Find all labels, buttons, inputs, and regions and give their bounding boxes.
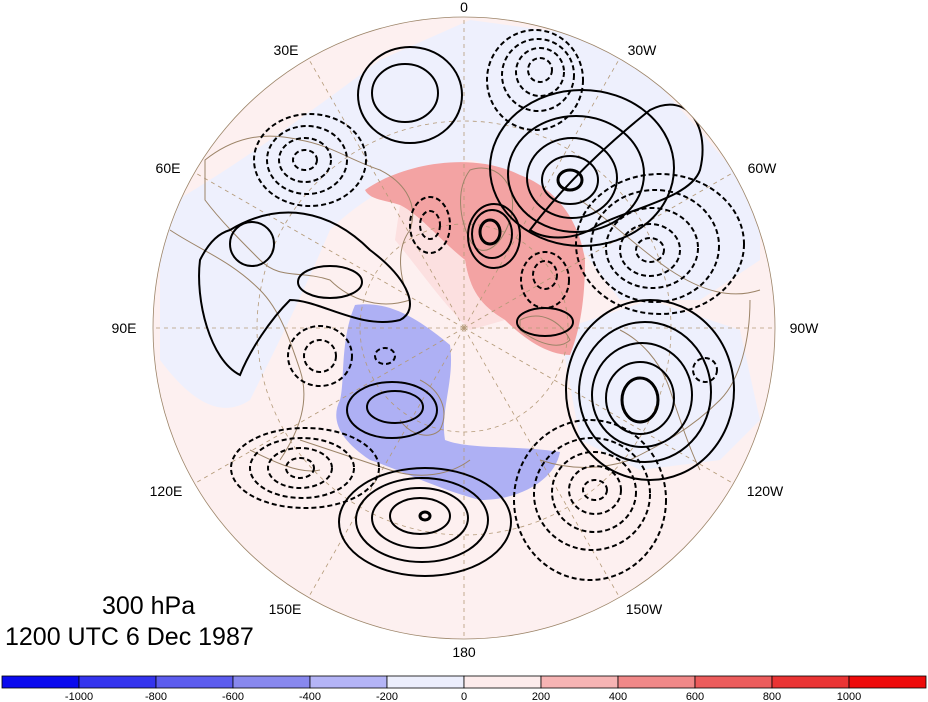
lon-label-150w: 150W	[626, 601, 663, 617]
lon-label-0: 0	[460, 0, 468, 15]
shading-pink-ring	[395, 205, 505, 330]
colorbar-tick-label: 1000	[837, 691, 861, 702]
lon-label-90w: 90W	[790, 320, 820, 336]
lon-label-150e: 150E	[269, 601, 302, 617]
colorbar-swatch	[386, 675, 465, 689]
colorbar-tick-label: -1000	[65, 691, 93, 702]
colorbar-swatch	[771, 675, 850, 689]
colorbar-swatch	[155, 675, 234, 689]
colorbar-swatch	[1, 675, 80, 689]
colorbar-swatch	[463, 675, 542, 689]
shading-blue-west	[160, 20, 760, 408]
shading-blue-core	[336, 304, 560, 500]
contours	[198, 29, 745, 581]
lon-label-90e: 90E	[112, 320, 137, 336]
colorbar-tick-label: -200	[376, 691, 398, 702]
lon-label-30e: 30E	[274, 42, 299, 58]
lon-label-120e: 120E	[150, 483, 183, 499]
colorbar-swatch	[309, 675, 388, 689]
valid-time-label: 1200 UTC 6 Dec 1987	[5, 623, 254, 651]
shading-blue-east	[560, 300, 760, 470]
colorbar-swatch	[694, 675, 773, 689]
negative-contours	[230, 29, 745, 581]
colorbar-tick-label: 400	[609, 691, 627, 702]
colorbar-swatch	[78, 675, 157, 689]
polar-map: 0 30W 60W 90W 120W 150W 180 150E 120E 90…	[112, 0, 820, 660]
lon-label-60w: 60W	[748, 160, 778, 176]
colorbar-tick-label: 0	[461, 691, 467, 702]
colorbar-tick-label: 800	[763, 691, 781, 702]
colorbar-tick-label: -600	[222, 691, 244, 702]
level-label: 300 hPa	[102, 592, 196, 620]
positive-contours	[198, 46, 735, 577]
colorbar-tick-label: -800	[145, 691, 167, 702]
colorbar-tick-label: -400	[299, 691, 321, 702]
lon-label-180: 180	[452, 644, 476, 660]
colorbar-swatch	[848, 675, 927, 689]
colorbar-swatch	[540, 675, 619, 689]
lon-label-120w: 120W	[747, 483, 784, 499]
lon-label-30w: 30W	[628, 42, 658, 58]
colorbar-tick-label: 200	[532, 691, 550, 702]
map-border	[152, 16, 776, 640]
lon-label-60e: 60E	[156, 160, 181, 176]
longitude-labels: 0 30W 60W 90W 120W 150W 180 150E 120E 90…	[112, 0, 820, 660]
colorbar-swatch	[617, 675, 696, 689]
colorbar-swatch	[232, 675, 311, 689]
colorbar: -1000 -800 -600 -400 -200 0 200 400 600 800 1000	[1, 675, 927, 702]
colorbar-tick-label: 600	[686, 691, 704, 702]
